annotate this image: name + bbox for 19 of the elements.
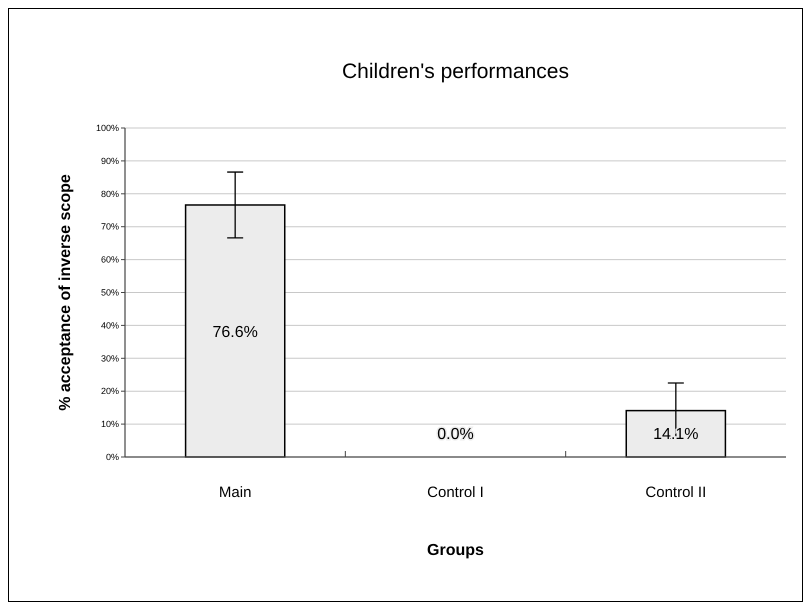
y-axis-title: % acceptance of inverse scope (57, 174, 74, 411)
data-label: 0.0% (437, 426, 474, 443)
y-tick-label: 30% (100, 353, 119, 364)
y-tick-label: 20% (100, 386, 119, 396)
y-tick-label: 100% (96, 123, 119, 133)
y-tick-label: 0% (106, 452, 119, 462)
y-tick-label: 70% (100, 222, 119, 232)
chart-title: Children's performances (342, 60, 569, 83)
y-tick-label: 80% (100, 188, 119, 199)
data-label: 76.6% (212, 324, 258, 341)
y-tick-label: 10% (100, 419, 119, 430)
x-tick-label: Control II (645, 484, 706, 501)
x-tick-label: Control I (427, 484, 484, 501)
y-tick-label: 50% (100, 288, 119, 298)
y-tick-label: 90% (100, 156, 119, 166)
y-tick-label: 40% (100, 320, 119, 330)
x-tick-label: Main (218, 484, 252, 501)
x-axis-title: Groups (427, 542, 484, 559)
y-tick-label: 60% (100, 254, 119, 265)
